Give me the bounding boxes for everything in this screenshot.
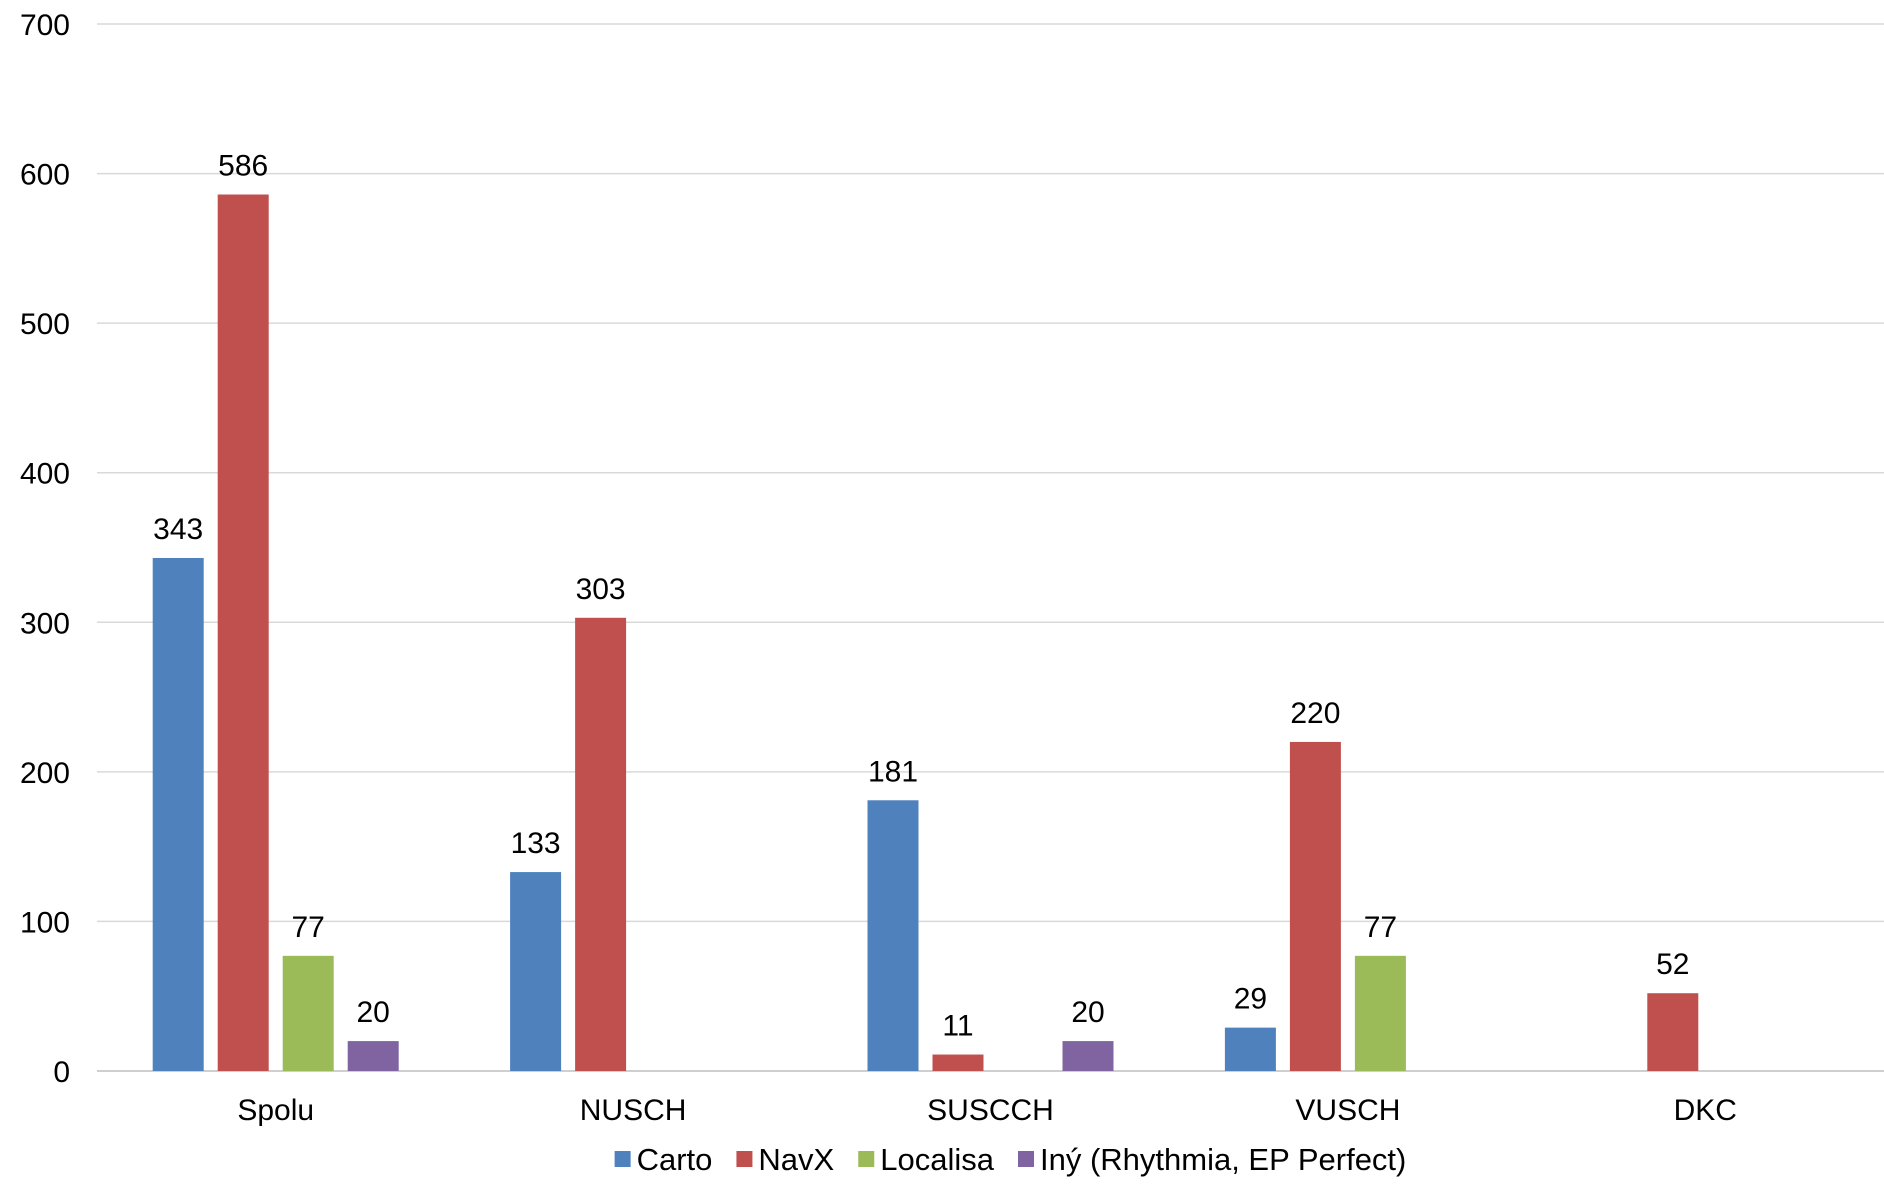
legend-swatch bbox=[736, 1151, 753, 1167]
y-tick-label: 300 bbox=[20, 607, 70, 640]
data-label: 29 bbox=[1234, 983, 1267, 1016]
legend-swatch bbox=[858, 1151, 875, 1167]
y-tick-label: 700 bbox=[20, 9, 70, 42]
data-label: 181 bbox=[868, 755, 918, 788]
gridlines bbox=[97, 23, 1884, 1072]
x-axis: Spolu NUSCH SUSCCH VUSCH DKC bbox=[237, 1094, 1737, 1127]
x-tick-label: DKC bbox=[1674, 1094, 1737, 1127]
y-tick-label: 0 bbox=[53, 1056, 70, 1089]
bars bbox=[152, 194, 1699, 1072]
bar bbox=[1062, 1041, 1114, 1071]
data-label: 11 bbox=[942, 1010, 973, 1043]
data-label: 77 bbox=[1364, 911, 1397, 944]
data-label: 586 bbox=[218, 150, 268, 183]
x-tick-label: SUSCCH bbox=[927, 1094, 1054, 1127]
legend: Carto NavX Localisa Iný (Rhythmia, EP Perfe… bbox=[614, 1142, 1406, 1177]
legend-label: NavX bbox=[758, 1142, 834, 1177]
data-label: 343 bbox=[153, 513, 203, 546]
chart-title: centrách bbox=[835, 0, 1080, 12]
legend-swatch bbox=[614, 1151, 631, 1167]
data-labels: 343 586 77 20 133 303 181 11 20 29 220 77 52 bbox=[153, 150, 1689, 1043]
legend-label: Carto bbox=[637, 1142, 713, 1177]
bar bbox=[867, 800, 919, 1071]
bar bbox=[1224, 1027, 1276, 1071]
legend-swatch bbox=[1017, 1151, 1034, 1167]
bar bbox=[1354, 955, 1406, 1071]
bar bbox=[217, 194, 269, 1072]
x-tick-label: NUSCH bbox=[580, 1094, 687, 1127]
y-tick-label: 500 bbox=[20, 308, 70, 341]
y-tick-label: 100 bbox=[20, 906, 70, 939]
x-tick-label: Spolu bbox=[237, 1094, 314, 1127]
bar bbox=[282, 955, 334, 1071]
y-tick-label: 600 bbox=[20, 159, 70, 192]
data-label: 20 bbox=[1071, 996, 1104, 1029]
x-tick-label: VUSCH bbox=[1295, 1094, 1400, 1127]
bar bbox=[575, 617, 627, 1071]
data-label: 303 bbox=[576, 573, 626, 606]
y-tick-label: 200 bbox=[20, 757, 70, 790]
data-label: 52 bbox=[1656, 948, 1689, 981]
y-tick-label: 400 bbox=[20, 458, 70, 491]
bar bbox=[1647, 993, 1699, 1071]
bar bbox=[152, 557, 204, 1071]
data-label: 220 bbox=[1290, 697, 1340, 730]
bar bbox=[1289, 741, 1341, 1071]
bar bbox=[510, 872, 562, 1071]
y-axis: 0 100 200 300 400 500 600 700 bbox=[20, 9, 70, 1089]
data-label: 77 bbox=[292, 911, 325, 944]
bar bbox=[932, 1054, 984, 1071]
data-label: 20 bbox=[357, 996, 390, 1029]
legend-label: Iný (Rhythmia, EP Perfect) bbox=[1040, 1142, 1406, 1177]
data-label: 133 bbox=[511, 827, 561, 860]
legend-label: Localisa bbox=[880, 1142, 994, 1177]
bar bbox=[347, 1041, 399, 1071]
